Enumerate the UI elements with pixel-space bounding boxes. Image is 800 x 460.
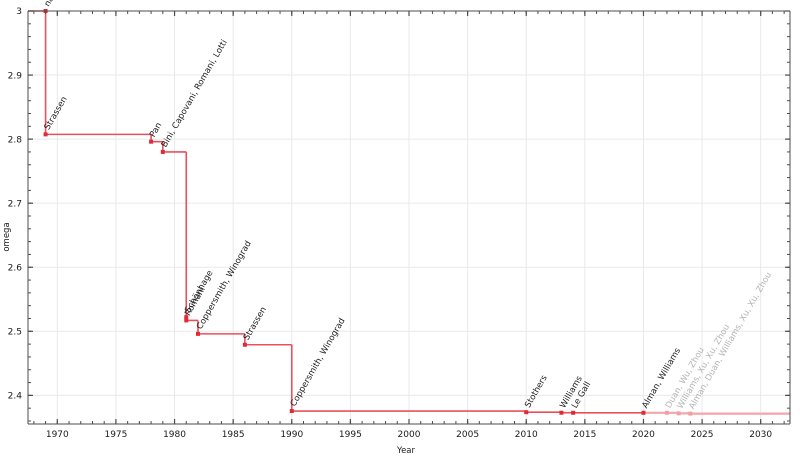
y-tick-label: 3 xyxy=(16,7,22,17)
y-tick-label: 2.5 xyxy=(8,328,22,338)
data-point-marker xyxy=(149,139,154,144)
x-tick-label: 2005 xyxy=(456,430,479,440)
x-axis-title: Year xyxy=(396,446,416,456)
x-tick-label: 2010 xyxy=(515,430,538,440)
data-point-marker xyxy=(641,410,646,415)
gridlines xyxy=(28,10,790,424)
data-point-marker xyxy=(160,149,165,154)
y-axis-tick-labels: 2.4 2.5 2.6 2.7 2.8 2.9 3 xyxy=(8,7,23,401)
x-tick-label: 2030 xyxy=(749,430,772,440)
x-tick-label: 1980 xyxy=(163,430,186,440)
data-point-marker xyxy=(688,411,693,416)
data-point-marker xyxy=(43,132,48,137)
x-tick-label: 1995 xyxy=(339,430,362,440)
x-tick-label: 1990 xyxy=(280,430,303,440)
y-tick-label: 2.4 xyxy=(8,392,23,402)
data-point-marker xyxy=(242,342,247,347)
data-point-marker xyxy=(195,331,200,336)
data-point-marker xyxy=(524,410,529,415)
data-point-marker xyxy=(289,409,294,414)
data-point-markers xyxy=(43,9,693,416)
x-tick-label: 1970 xyxy=(46,430,69,440)
y-axis-title: omega xyxy=(2,222,12,251)
axes xyxy=(27,10,791,425)
x-tick-label: 2015 xyxy=(573,430,596,440)
y-tick-label: 2.7 xyxy=(8,199,22,209)
y-tick-label: 2.6 xyxy=(8,263,23,273)
y-tick-label: 2.8 xyxy=(8,135,23,145)
data-point-label: naive xyxy=(43,0,63,9)
x-tick-label: 1975 xyxy=(104,430,127,440)
data-point-marker xyxy=(184,315,189,320)
data-point-marker xyxy=(664,410,669,415)
data-point-marker xyxy=(571,410,576,415)
data-point-marker xyxy=(559,410,564,415)
data-point-marker xyxy=(676,411,681,416)
y-tick-label: 2.9 xyxy=(8,71,23,81)
x-tick-label: 2000 xyxy=(398,430,421,440)
x-axis-tick-labels: 1970 1975 1980 1985 1990 1995 2000 2005 2010 2015… xyxy=(46,430,773,440)
data-point-marker xyxy=(184,318,189,323)
x-tick-label: 2025 xyxy=(691,430,714,440)
x-tick-label: 1985 xyxy=(222,430,245,440)
x-tick-label: 2020 xyxy=(632,430,655,440)
